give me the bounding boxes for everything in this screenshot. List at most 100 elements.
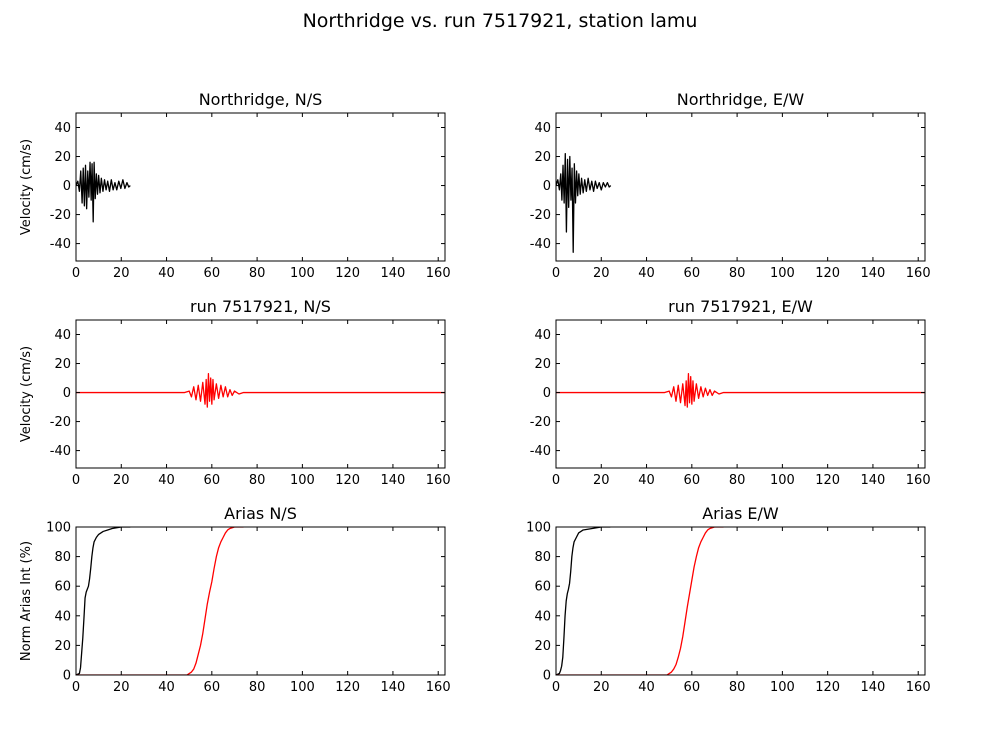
- y-tick-label: 40: [54, 609, 71, 624]
- x-tick-label: 20: [593, 266, 610, 281]
- x-tick-label: 20: [113, 473, 130, 488]
- x-tick-label: 40: [638, 680, 655, 695]
- x-tick-label: 60: [204, 680, 221, 695]
- subplot-title: Northridge, E/W: [677, 90, 805, 109]
- x-tick-label: 60: [684, 680, 701, 695]
- subplot-title: Arias N/S: [224, 504, 297, 523]
- x-tick-label: 80: [729, 266, 746, 281]
- x-tick-label: 40: [638, 266, 655, 281]
- x-tick-label: 100: [770, 473, 795, 488]
- x-tick-label: 140: [861, 680, 886, 695]
- y-tick-label: 0: [543, 179, 551, 194]
- y-tick-label: 20: [54, 639, 71, 654]
- axes-frame: [75, 526, 446, 676]
- y-tick-label: -40: [530, 444, 551, 459]
- series-line-1: [556, 527, 611, 675]
- y-tick-label: 40: [534, 609, 551, 624]
- y-tick-label: -40: [50, 237, 71, 252]
- y-tick-label: 0: [543, 386, 551, 401]
- y-axis-label: Norm Arias Int (%): [19, 541, 34, 661]
- y-tick-label: 20: [534, 639, 551, 654]
- subplot-title: run 7517921, N/S: [190, 297, 331, 316]
- x-tick-label: 140: [861, 266, 886, 281]
- y-tick-label: 100: [526, 521, 551, 536]
- y-tick-label: -40: [50, 444, 71, 459]
- subplot-title: run 7517921, E/W: [668, 297, 813, 316]
- y-tick-label: 80: [534, 550, 551, 565]
- x-tick-label: 80: [249, 266, 266, 281]
- x-tick-label: 20: [593, 680, 610, 695]
- figure-title: Northridge vs. run 7517921, station lamu: [302, 10, 698, 32]
- x-tick-label: 140: [861, 473, 886, 488]
- x-tick-label: 40: [158, 680, 175, 695]
- x-tick-label: 120: [815, 680, 840, 695]
- y-tick-label: -20: [50, 415, 71, 430]
- x-tick-label: 20: [113, 680, 130, 695]
- x-tick-label: 140: [381, 680, 406, 695]
- y-tick-label: 0: [543, 669, 551, 684]
- y-tick-label: 100: [46, 521, 71, 536]
- x-tick-label: 80: [729, 680, 746, 695]
- y-tick-label: 40: [54, 328, 71, 343]
- subplot-title: Arias E/W: [702, 504, 779, 523]
- y-tick-label: -20: [530, 415, 551, 430]
- y-tick-label: 0: [63, 179, 71, 194]
- y-tick-label: 0: [63, 669, 71, 684]
- x-tick-label: 0: [72, 473, 80, 488]
- x-tick-label: 0: [552, 680, 560, 695]
- x-tick-label: 0: [552, 266, 560, 281]
- x-tick-label: 160: [906, 473, 931, 488]
- subplot-3: 0 20 40 60 80 100 120 140 160 -40 -20 0 20 40 run 7517…: [19, 297, 451, 488]
- x-tick-label: 160: [426, 680, 451, 695]
- x-tick-label: 120: [335, 473, 360, 488]
- y-tick-label: 60: [54, 580, 71, 595]
- axes-frame: [555, 526, 926, 676]
- x-tick-label: 80: [729, 473, 746, 488]
- series-line-1: [556, 152, 612, 253]
- x-tick-label: 160: [426, 266, 451, 281]
- y-tick-label: -40: [530, 237, 551, 252]
- subplot-4: 0 20 40 60 80 100 120 140 160 -40 -20 0 20 40 run 7517…: [530, 297, 931, 488]
- x-tick-label: 160: [906, 266, 931, 281]
- series-line-1: [76, 527, 131, 675]
- y-tick-label: 20: [54, 150, 71, 165]
- series-line-1: [556, 373, 925, 408]
- x-tick-label: 0: [552, 473, 560, 488]
- x-tick-label: 40: [158, 266, 175, 281]
- y-tick-label: 20: [534, 150, 551, 165]
- y-tick-label: -20: [50, 208, 71, 223]
- y-tick-label: 20: [54, 357, 71, 372]
- x-tick-label: 100: [770, 680, 795, 695]
- series-line-1: [76, 373, 445, 408]
- y-tick-label: 0: [63, 386, 71, 401]
- subplot-2: 0 20 40 60 80 100 120 140 160 -40 -20 0 20 40 Northrid…: [530, 90, 931, 281]
- x-tick-label: 100: [770, 266, 795, 281]
- x-tick-label: 120: [335, 266, 360, 281]
- x-tick-label: 60: [684, 473, 701, 488]
- x-tick-label: 40: [638, 473, 655, 488]
- y-tick-label: 80: [54, 550, 71, 565]
- series-line-2: [76, 527, 244, 675]
- y-tick-label: 60: [534, 580, 551, 595]
- series-line-1: [76, 161, 131, 223]
- x-tick-label: 140: [381, 473, 406, 488]
- x-tick-label: 80: [249, 680, 266, 695]
- y-axis-label: Velocity (cm/s): [19, 346, 34, 442]
- x-tick-label: 40: [158, 473, 175, 488]
- y-tick-label: 20: [534, 357, 551, 372]
- y-tick-label: -20: [530, 208, 551, 223]
- x-tick-label: 100: [290, 473, 315, 488]
- x-tick-label: 120: [815, 473, 840, 488]
- y-axis-label: Velocity (cm/s): [19, 139, 34, 235]
- y-tick-label: 40: [54, 121, 71, 136]
- subplot-title: Northridge, N/S: [199, 90, 323, 109]
- x-tick-label: 120: [815, 266, 840, 281]
- x-tick-label: 0: [72, 266, 80, 281]
- x-tick-label: 0: [72, 680, 80, 695]
- series-line-2: [556, 527, 724, 675]
- x-tick-label: 120: [335, 680, 360, 695]
- axes-frame: [75, 112, 446, 262]
- x-tick-label: 20: [593, 473, 610, 488]
- y-tick-label: 40: [534, 121, 551, 136]
